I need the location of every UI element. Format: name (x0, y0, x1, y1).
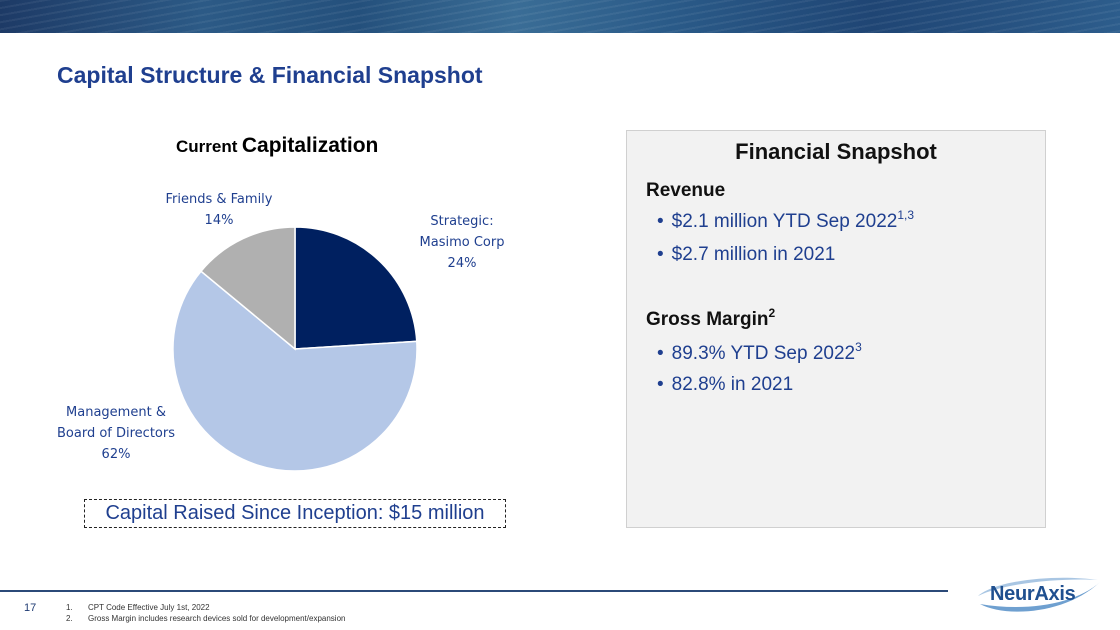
capitalization-title: Current Capitalization (176, 134, 378, 158)
pie-label-friends-family: Friends & Family 14% (148, 189, 290, 231)
revenue-heading: Revenue (646, 180, 726, 201)
pie-label-line: 24% (447, 256, 477, 271)
footnote-2: 2. Gross Margin includes research devices… (66, 614, 346, 623)
pie-slice-strategic-masimo-corp (294, 226, 418, 350)
pie-label-strategic: Strategic: Masimo Corp 24% (392, 211, 532, 274)
footer-divider (0, 590, 948, 592)
footnote-ref: 1,3 (897, 208, 915, 222)
pie-label-line: 62% (101, 447, 131, 462)
pie-label-line: 14% (204, 213, 234, 228)
footnote-ref: 3 (855, 340, 862, 354)
pie-label-management: Management & Board of Directors 62% (40, 402, 192, 465)
footnotes: 1. CPT Code Effective July 1st, 2022 2. Gr… (66, 602, 345, 624)
capital-raised-callout: Capital Raised Since Inception: $15 mill… (84, 499, 506, 528)
financial-snapshot-panel: Financial Snapshot Revenue • $2.1 million… (626, 130, 1046, 528)
bullet-glyph: • (657, 374, 664, 395)
pie-label-line: Management & (66, 405, 166, 420)
financial-snapshot-title: Financial Snapshot (735, 139, 937, 164)
gross-margin-bullet-text: 82.8% in 2021 (671, 374, 794, 395)
capitalization-title-current: Current (176, 137, 238, 156)
pie-label-line: Strategic: (430, 214, 494, 229)
pie-label-line: Friends & Family (165, 192, 273, 207)
bullet-glyph: • (657, 343, 664, 364)
footnote-ref: 2 (768, 306, 776, 320)
page-number: 17 (24, 602, 37, 614)
revenue-bullet: • $2.1 million YTD Sep 20221,3 (657, 208, 915, 233)
pie-label-line: Board of Directors (57, 426, 175, 441)
gross-margin-heading-text: Gross Margin (646, 309, 769, 330)
pie-slice-management-board-of-directors (172, 270, 418, 472)
neuraxis-logo-text: NeurAxis (990, 583, 1076, 605)
capitalization-title-main: Capitalization (241, 134, 379, 157)
bullet-glyph: • (657, 244, 664, 265)
gross-margin-bullet: • 82.8% in 2021 (657, 374, 793, 396)
gross-margin-heading: Gross Margin2 (646, 306, 776, 331)
neuraxis-logo-swoosh (978, 577, 1100, 612)
page-title: Capital Structure & Financial Snapshot (57, 62, 483, 88)
pie-label-line: Masimo Corp (419, 235, 505, 250)
header-banner (0, 0, 1120, 33)
gross-margin-bullet: • 89.3% YTD Sep 20223 (657, 340, 862, 365)
bullet-glyph: • (657, 211, 664, 232)
pie-slice-friends-family (199, 226, 296, 351)
footnote-1: 1. CPT Code Effective July 1st, 2022 (66, 603, 210, 612)
revenue-bullet: • $2.7 million in 2021 (657, 244, 835, 266)
gross-margin-bullet-text: 89.3% YTD Sep 2022 (671, 343, 856, 364)
revenue-bullet-text: $2.7 million in 2021 (671, 244, 836, 265)
revenue-bullet-text: $2.1 million YTD Sep 2022 (671, 211, 898, 232)
